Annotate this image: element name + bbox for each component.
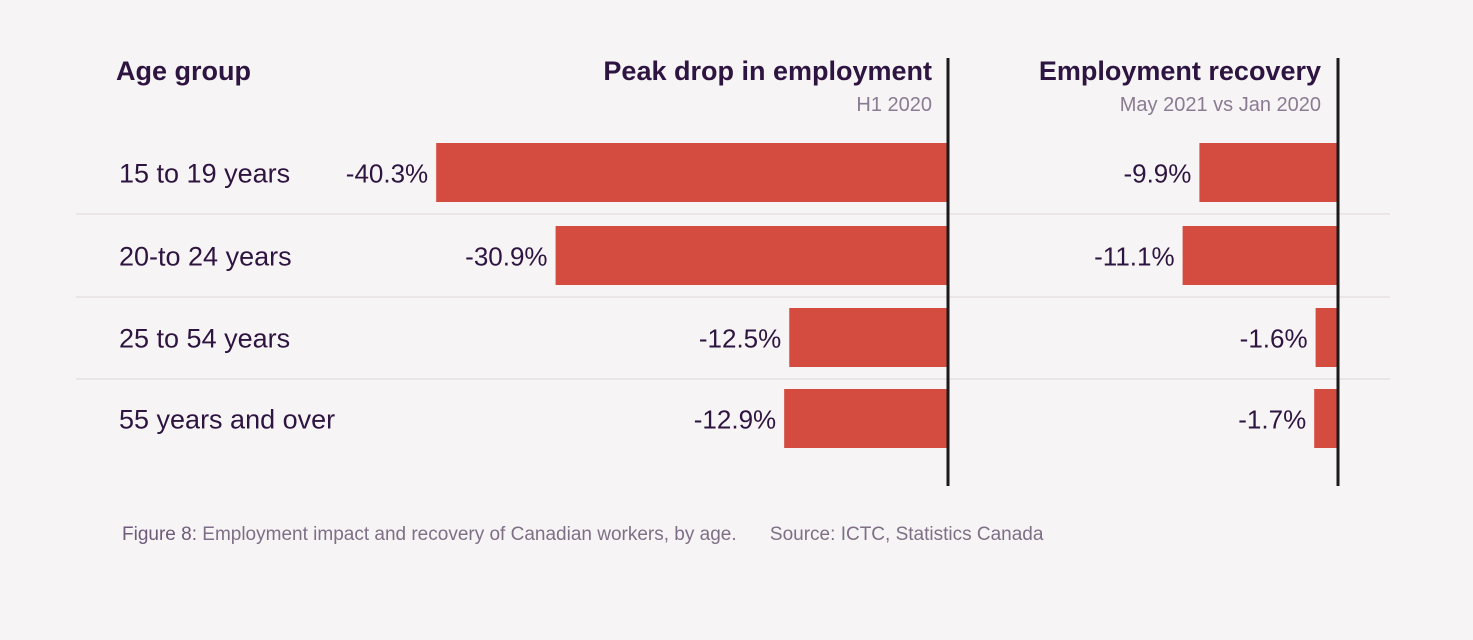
recovery-value-label: -1.7%	[1238, 405, 1306, 435]
figure-label: Figure 8:	[122, 524, 197, 545]
recovery-bar	[1199, 143, 1338, 202]
peak-drop-subtitle: H1 2020	[856, 94, 932, 116]
recovery-header: Employment recovery	[1039, 56, 1321, 86]
category-label: 25 to 54 years	[119, 324, 290, 354]
chart-marks: 15 to 19 years -40.3% -9.9% 20-to 24 years -…	[119, 143, 1338, 448]
figure-text: Employment impact and recovery of Canadi…	[202, 524, 737, 545]
peak-drop-bar	[436, 143, 948, 202]
peak-drop-value-label: -40.3%	[346, 159, 428, 189]
peak-drop-bar	[555, 226, 948, 285]
recovery-value-label: -9.9%	[1123, 159, 1191, 189]
peak-drop-bar	[784, 389, 948, 448]
recovery-subtitle: May 2021 vs Jan 2020	[1120, 94, 1321, 116]
category-label: 15 to 19 years	[119, 159, 290, 189]
figure-caption: Figure 8: Employment impact and recovery…	[122, 524, 1043, 546]
peak-drop-value-label: -12.9%	[694, 405, 776, 435]
peak-drop-header: Peak drop in employment	[603, 56, 932, 86]
category-label: 20-to 24 years	[119, 242, 292, 272]
recovery-bar	[1182, 226, 1338, 285]
peak-drop-value-label: -30.9%	[465, 242, 547, 272]
source-label: Source:	[769, 524, 836, 545]
peak-drop-bar	[789, 308, 948, 367]
recovery-value-label: -11.1%	[1094, 242, 1174, 272]
category-label: 55 years and over	[119, 405, 335, 435]
chart: Age group Peak drop in employment H1 202…	[76, 56, 1390, 486]
source-text: ICTC, Statistics Canada	[840, 524, 1044, 545]
peak-drop-value-label: -12.5%	[699, 324, 781, 354]
recovery-value-label: -1.6%	[1240, 324, 1308, 354]
recovery-bar	[1315, 308, 1338, 367]
recovery-bar	[1314, 389, 1338, 448]
age-group-header: Age group	[116, 56, 251, 86]
